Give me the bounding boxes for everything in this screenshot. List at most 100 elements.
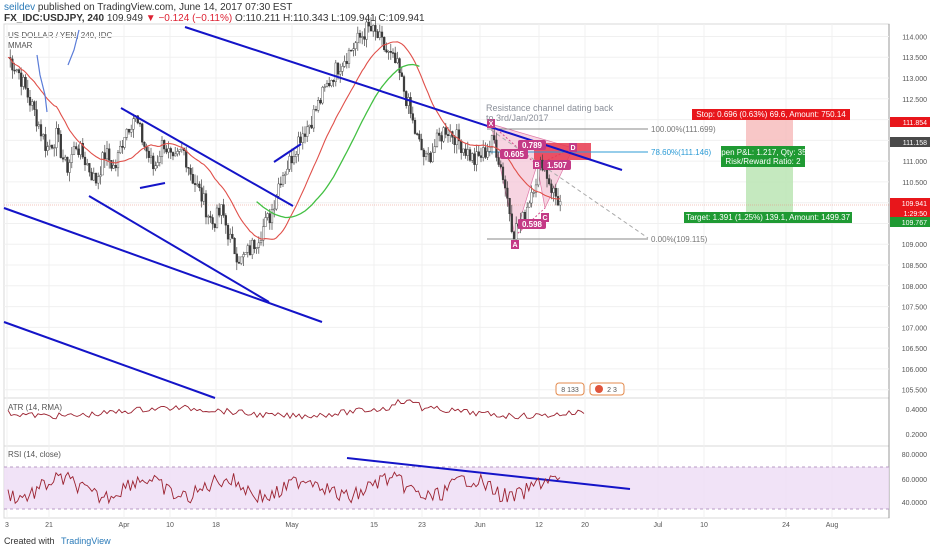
candle-body-147 xyxy=(330,80,333,86)
candle-body-15 xyxy=(39,124,43,137)
author-link[interactable]: seildev xyxy=(4,2,36,13)
candle-body-136 xyxy=(306,126,309,137)
candle-body-85 xyxy=(193,183,197,185)
event-icon xyxy=(595,385,603,393)
resistance-line xyxy=(184,26,623,171)
candle-body-241 xyxy=(537,167,540,186)
candle-body-83 xyxy=(189,168,192,175)
channel-lower xyxy=(88,195,270,303)
candle-body-246 xyxy=(548,178,551,185)
candle-body-224 xyxy=(499,164,502,168)
price-tick-2: 113.000 xyxy=(902,76,927,83)
pnl-label[interactable]: Open P&L: 1.217, Qty: 359 xyxy=(715,148,812,157)
candle-body-29 xyxy=(70,154,73,163)
target-label[interactable]: Target: 1.391 (1.25%) 139.1, Amount: 149… xyxy=(686,213,851,222)
candle-body-249 xyxy=(554,187,557,197)
candle-body-21 xyxy=(53,147,56,149)
candle-body-7 xyxy=(22,76,25,87)
candle-body-45 xyxy=(105,148,109,160)
candle-body-213 xyxy=(475,151,478,165)
candle-body-10 xyxy=(28,97,32,106)
point-a: A xyxy=(512,242,517,249)
candle-body-18 xyxy=(46,146,49,151)
candle-body-193 xyxy=(431,151,434,163)
point-b: B xyxy=(534,162,539,169)
candle-body-212 xyxy=(473,153,476,165)
candle-body-84 xyxy=(191,174,194,184)
price-badge-0: 111.854 xyxy=(903,120,927,127)
candle-body-22 xyxy=(55,128,58,148)
time-tick-6: 15 xyxy=(370,522,378,529)
tradingview-logo[interactable]: TradingView xyxy=(61,536,111,546)
candle-body-196 xyxy=(438,132,441,136)
candle-body-176 xyxy=(394,52,397,63)
candle-body-215 xyxy=(479,155,483,158)
candle-body-111 xyxy=(251,239,254,255)
candle-body-8 xyxy=(24,76,27,89)
candle-body-44 xyxy=(103,152,106,160)
candle-body-66 xyxy=(152,155,155,170)
candle-body-172 xyxy=(385,49,388,53)
stop-label[interactable]: Stop: 0.696 (0.63%) 69.6, Amount: 750.14 xyxy=(696,110,846,119)
candle-body-230 xyxy=(512,231,516,240)
time-tick-9: 12 xyxy=(535,522,543,529)
candle-body-137 xyxy=(308,124,311,128)
candle-body-133 xyxy=(299,136,302,143)
candle-body-127 xyxy=(286,168,289,175)
atr-tick-0: 0.4000 xyxy=(906,407,928,414)
candle-body-35 xyxy=(83,156,87,166)
candle-body-61 xyxy=(141,123,144,143)
blue-arrow-down xyxy=(36,54,48,113)
candle-body-187 xyxy=(418,133,421,140)
publish-header: seildev published on TradingView.com, Ju… xyxy=(4,2,292,13)
long-support-2 xyxy=(3,321,216,399)
time-axis[interactable]: 3 21 Apr 10 18 May 15 23 Jun 12 20 Jul 10 24 Aug xyxy=(5,522,838,529)
event-badge-1[interactable] xyxy=(555,382,585,396)
event-badge-1-text: 8 133 xyxy=(561,387,579,394)
candle-body-223 xyxy=(497,157,500,165)
candle-body-175 xyxy=(391,52,395,54)
candle-body-211 xyxy=(471,153,474,161)
candle-body-171 xyxy=(383,37,386,50)
price-tick-6: 111.000 xyxy=(903,159,927,166)
candle-body-179 xyxy=(400,72,403,77)
candle-body-198 xyxy=(442,127,445,142)
candle-body-105 xyxy=(237,261,241,264)
grid-vertical xyxy=(6,24,833,518)
candle-body-107 xyxy=(242,254,245,258)
candle-body-28 xyxy=(68,162,71,173)
candle-body-43 xyxy=(101,152,104,176)
candle-body-184 xyxy=(411,113,414,121)
candle-body-110 xyxy=(248,245,252,255)
time-tick-7: 23 xyxy=(418,522,426,529)
candle-body-82 xyxy=(187,167,190,169)
candle-body-3 xyxy=(13,69,16,72)
candle-body-64 xyxy=(147,150,150,158)
candle-body-86 xyxy=(196,183,199,186)
candle-body-37 xyxy=(88,163,91,173)
stop-label-bg xyxy=(692,109,850,120)
candle-body-217 xyxy=(484,147,487,158)
candle-body-168 xyxy=(376,31,379,38)
candle-body-116 xyxy=(262,226,265,241)
chart-svg[interactable]: 0.789 0.605 1.507 0.598 X A B C D 100.00… xyxy=(0,0,932,532)
candle-body-91 xyxy=(207,215,210,218)
candle-body-47 xyxy=(110,160,113,169)
price-change: ▼ −0.124 (−0.11%) xyxy=(145,13,233,24)
rsi-band xyxy=(4,467,889,509)
candle-body-228 xyxy=(508,198,511,215)
price-tick-10: 109.000 xyxy=(902,242,927,249)
candle-body-125 xyxy=(281,175,285,185)
candle-body-34 xyxy=(81,143,84,158)
candle-body-16 xyxy=(42,134,45,137)
candle-body-162 xyxy=(363,36,366,40)
candle-body-14 xyxy=(37,124,40,127)
price-tick-0: 114.000 xyxy=(902,34,927,41)
candle-body-177 xyxy=(396,58,399,63)
annotation-line-2: to 3rd/Jan/2017 xyxy=(486,113,549,123)
candle-body-26 xyxy=(64,156,67,160)
candle-body-117 xyxy=(264,217,267,228)
candle-body-128 xyxy=(288,155,291,170)
time-tick-1: 21 xyxy=(45,522,53,529)
candle-body-178 xyxy=(398,58,401,73)
